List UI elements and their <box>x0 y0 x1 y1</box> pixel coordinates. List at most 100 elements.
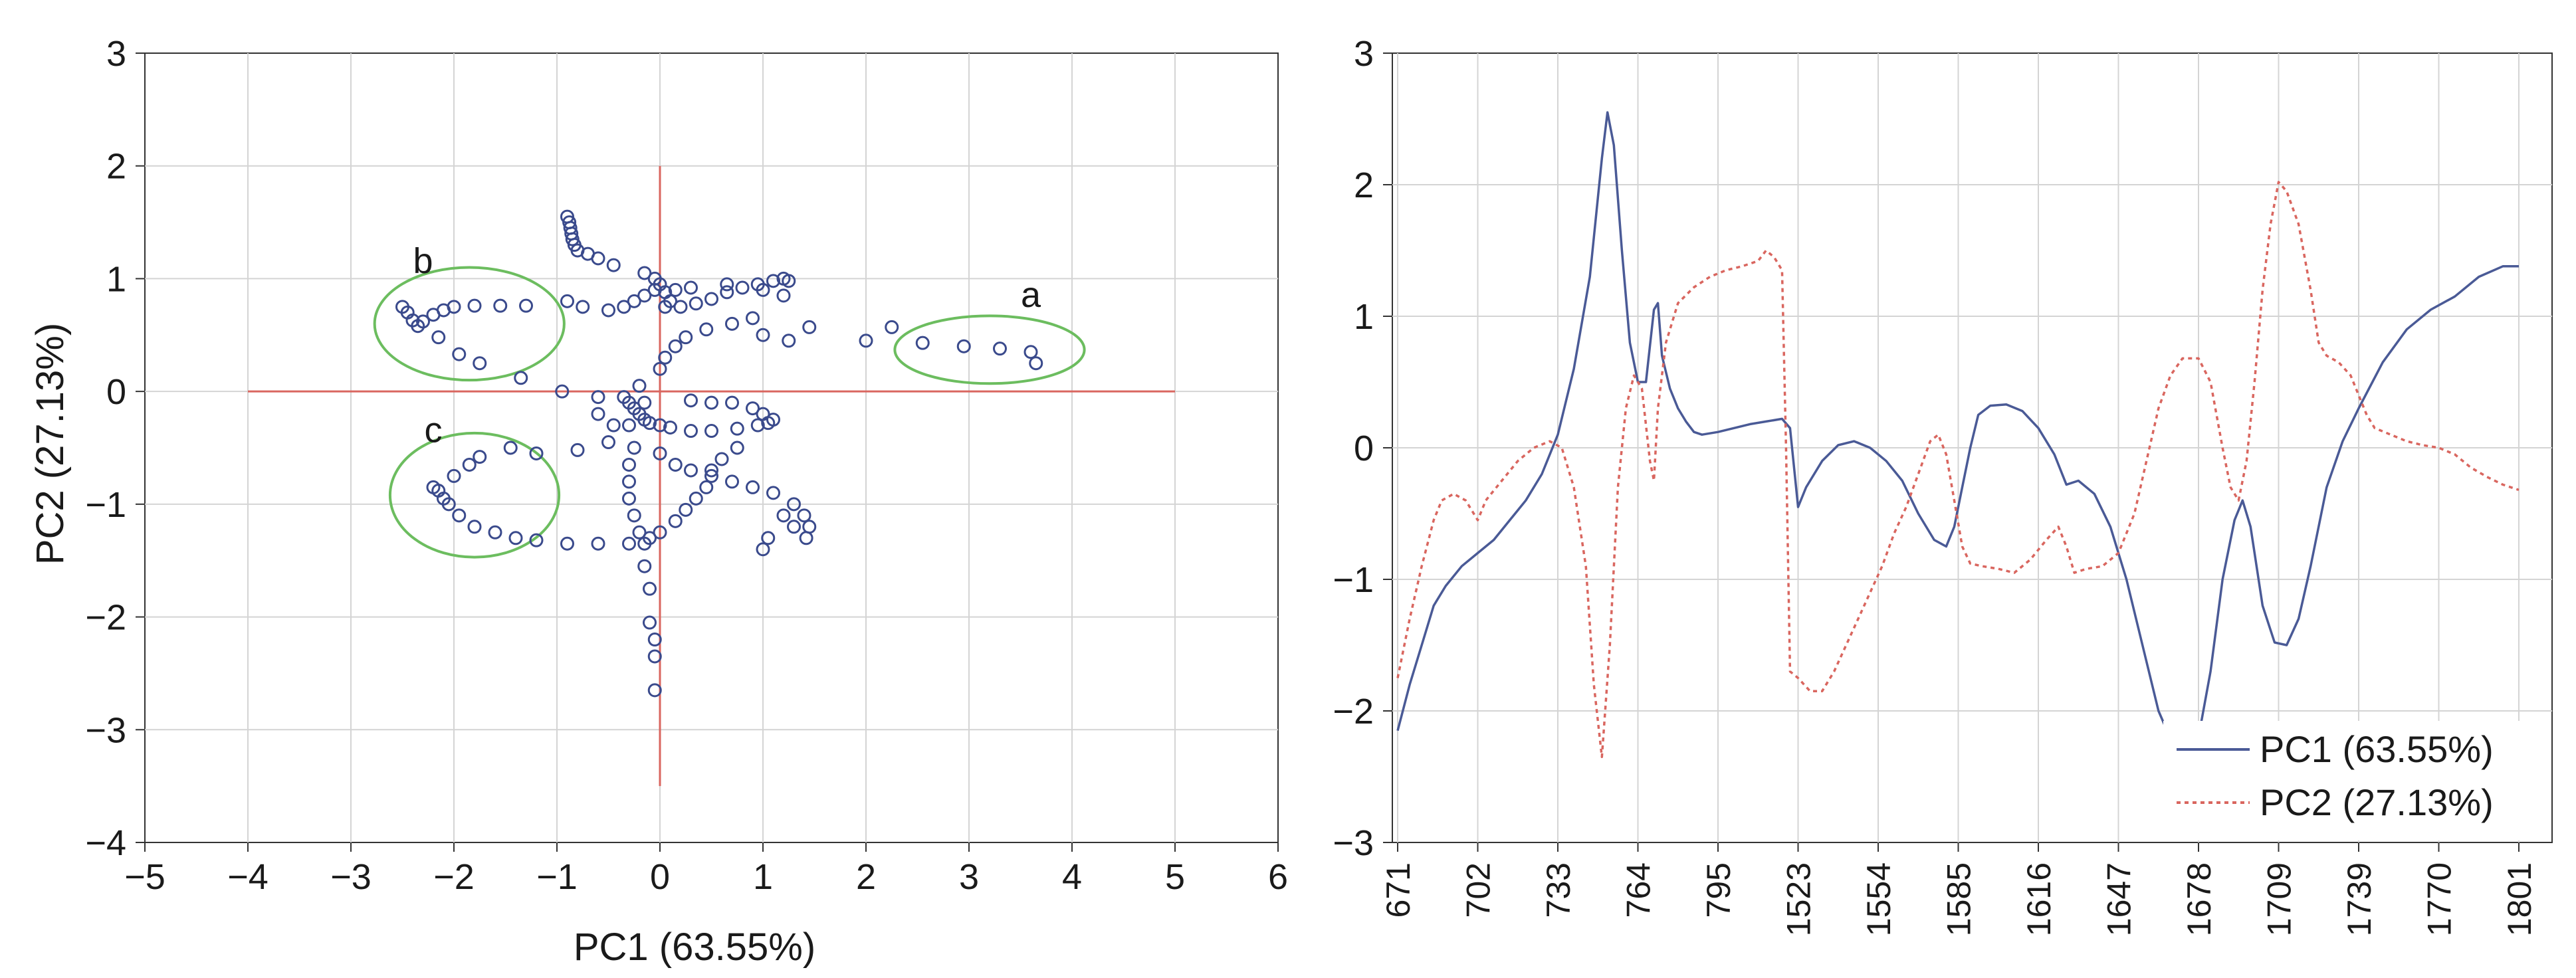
x-tick-label: 671 <box>1380 862 1417 918</box>
scatter-point <box>859 334 873 348</box>
y-tick-label: −2 <box>1333 692 1374 732</box>
x-tick-label: 1739 <box>2341 862 2378 936</box>
scatter-point <box>653 361 667 376</box>
scatter-point <box>756 328 770 342</box>
x-tick-label: −4 <box>227 857 268 897</box>
x-tick-label: 2 <box>856 857 876 897</box>
x-tick-label: 1709 <box>2261 862 2298 936</box>
scatter-point <box>725 316 739 331</box>
y-tick-label: 0 <box>106 372 126 412</box>
scatter-point <box>689 491 703 506</box>
scatter-point <box>606 418 621 433</box>
legend: PC1 (63.55%) PC2 (27.13%) <box>2163 721 2549 840</box>
scatter-point <box>766 274 780 288</box>
left-group-ellipses <box>373 266 1086 559</box>
scatter-point <box>797 508 811 523</box>
y-tick-label: 0 <box>1354 429 1374 468</box>
scatter-point <box>730 421 744 436</box>
scatter-point <box>632 379 647 393</box>
scatter-point <box>647 633 662 647</box>
scatter-point <box>653 525 667 539</box>
legend-label-pc2: PC2 (27.13%) <box>2260 781 2494 823</box>
scatter-point <box>467 520 482 534</box>
y-tick-label: 2 <box>106 147 126 187</box>
scatter-point <box>668 514 683 528</box>
scatter-point <box>447 468 461 483</box>
legend-label-pc1: PC1 (63.55%) <box>2260 728 2494 770</box>
y-tick-label: 1 <box>106 259 126 299</box>
scatter-point <box>637 288 652 303</box>
scatter-point <box>802 320 817 334</box>
x-tick-label: 3 <box>959 857 979 897</box>
scatter-point <box>668 339 683 353</box>
scatter-point <box>750 418 765 433</box>
scatter-point <box>637 266 652 280</box>
left-plot-frame <box>144 52 1279 843</box>
left-x-tick-labels: −5 −4 −3 −2 −1 0 1 2 3 4 5 6 <box>124 857 1288 897</box>
scatter-point <box>426 480 441 494</box>
scatter-point <box>606 258 621 272</box>
scatter-point <box>473 450 487 464</box>
scatter-point <box>591 251 605 266</box>
x-tick-label: −5 <box>124 857 165 897</box>
scatter-point <box>704 468 718 483</box>
scatter-point <box>679 330 693 345</box>
scatter-point <box>679 502 693 517</box>
scatter-point <box>627 440 641 455</box>
scatter-point <box>704 424 718 439</box>
scatter-point <box>714 452 729 466</box>
scatter-point <box>799 531 813 545</box>
x-tick-label: −2 <box>433 857 475 897</box>
scatter-point <box>653 446 667 460</box>
x-tick-label: 1523 <box>1780 862 1818 936</box>
scatter-point <box>632 525 647 539</box>
series-line-pc2 <box>1396 181 2520 759</box>
scatter-point <box>560 536 574 551</box>
y-tick-label: 2 <box>1354 165 1374 205</box>
scatter-point <box>529 533 544 547</box>
scatter-point <box>637 559 652 573</box>
scatter-point <box>787 497 801 512</box>
scatter-point <box>622 457 636 472</box>
scatter-point <box>591 536 605 551</box>
x-tick-label: 1647 <box>2101 862 2138 936</box>
scatter-point <box>555 384 570 399</box>
scatter-point <box>668 282 683 297</box>
scatter-point <box>782 334 796 348</box>
scatter-point <box>488 525 502 539</box>
x-tick-label: 764 <box>1620 862 1658 918</box>
scatter-point <box>653 418 667 433</box>
y-tick-label: −4 <box>85 823 126 863</box>
scatter-point <box>431 330 446 345</box>
scatter-point <box>473 356 487 371</box>
left-y-axis-label: PC2 (27.13%) <box>29 323 72 565</box>
scatter-point <box>643 531 657 545</box>
scatter-point <box>643 416 657 431</box>
scatter-point <box>508 531 523 545</box>
scatter-point <box>956 339 971 353</box>
y-tick-label: −1 <box>1333 560 1374 600</box>
scatter-point <box>699 480 714 494</box>
scatter-point <box>766 486 780 500</box>
x-tick-label: 1585 <box>1941 862 1978 936</box>
scatter-point <box>746 480 760 494</box>
group-ellipse-b <box>373 266 566 382</box>
scatter-point <box>622 536 636 551</box>
scatter-point <box>514 371 528 385</box>
y-tick-label: −3 <box>1333 823 1374 863</box>
scatter-point <box>776 288 791 303</box>
scatter-point <box>591 390 605 405</box>
x-tick-label: −1 <box>536 857 578 897</box>
y-tick-label: 1 <box>1354 297 1374 337</box>
scatter-point <box>756 282 770 297</box>
scatter-point <box>493 298 508 313</box>
scatter-point <box>761 531 776 545</box>
scatter-point <box>647 649 662 664</box>
left-crosshair <box>248 165 1175 787</box>
scatter-point <box>668 457 683 472</box>
scatter-point <box>637 395 652 410</box>
x-tick-label: 702 <box>1460 862 1497 918</box>
scatter-point <box>622 491 636 506</box>
scatter-point <box>658 350 673 365</box>
